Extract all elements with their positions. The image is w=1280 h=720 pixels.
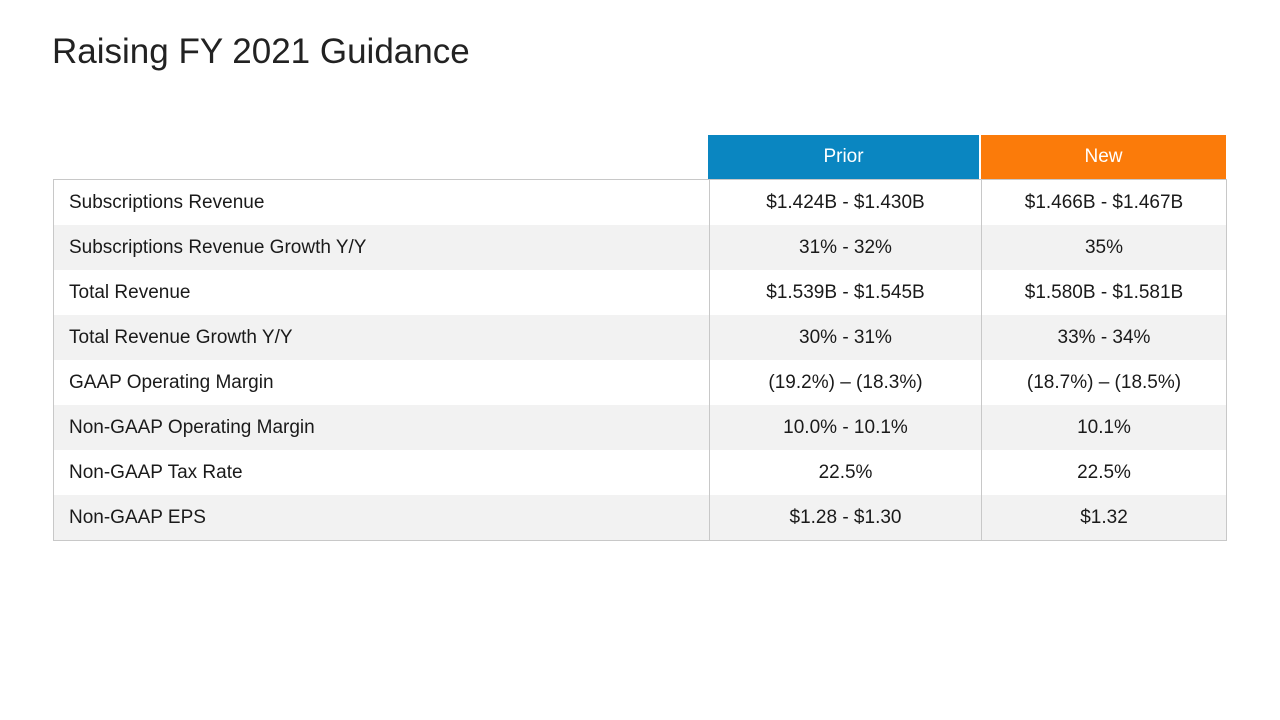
table-row: Non-GAAP EPS $1.28 - $1.30 $1.32 (53, 495, 1227, 541)
row-label: Non-GAAP Operating Margin (53, 405, 710, 450)
column-header-prior: Prior (708, 135, 979, 179)
row-label: Total Revenue Growth Y/Y (53, 315, 710, 360)
table-row: GAAP Operating Margin (19.2%) – (18.3%) (1… (54, 360, 1227, 405)
table-row: Subscriptions Revenue Growth Y/Y 31% - 32… (53, 225, 1227, 270)
new-value: $1.466B - $1.467B (981, 179, 1227, 225)
guidance-table: Subscriptions Revenue $1.424B - $1.430B $1… (53, 179, 1227, 541)
new-value: 22.5% (981, 450, 1227, 495)
prior-value: 31% - 32% (709, 225, 982, 270)
row-label: GAAP Operating Margin (69, 371, 274, 393)
row-label: Subscriptions Revenue (69, 191, 265, 213)
new-value: $1.32 (981, 495, 1227, 541)
new-value: $1.580B - $1.581B (981, 270, 1227, 315)
table-row: Total Revenue Growth Y/Y 30% - 31% 33% - 3… (53, 315, 1227, 360)
prior-value: $1.28 - $1.30 (709, 495, 982, 541)
prior-value: 10.0% - 10.1% (709, 405, 982, 450)
prior-value: $1.539B - $1.545B (709, 270, 982, 315)
row-label: Subscriptions Revenue Growth Y/Y (53, 225, 710, 270)
page-title: Raising FY 2021 Guidance (52, 32, 470, 71)
new-value: 10.1% (981, 405, 1227, 450)
prior-value: (19.2%) – (18.3%) (709, 360, 982, 405)
table-row: Total Revenue $1.539B - $1.545B $1.580B - … (54, 270, 1227, 315)
prior-value: $1.424B - $1.430B (709, 179, 982, 225)
prior-value: 30% - 31% (709, 315, 982, 360)
new-value: (18.7%) – (18.5%) (981, 360, 1227, 405)
table-row: Non-GAAP Tax Rate 22.5% 22.5% (54, 450, 1227, 495)
row-label: Total Revenue (69, 281, 191, 303)
new-value: 35% (981, 225, 1227, 270)
prior-value: 22.5% (709, 450, 982, 495)
table-row: Subscriptions Revenue $1.424B - $1.430B $1… (54, 179, 1227, 225)
new-value: 33% - 34% (981, 315, 1227, 360)
row-label: Non-GAAP EPS (53, 495, 710, 541)
column-header-new: New (981, 135, 1226, 179)
row-label: Non-GAAP Tax Rate (69, 461, 243, 483)
table-row: Non-GAAP Operating Margin 10.0% - 10.1% 10… (53, 405, 1227, 450)
